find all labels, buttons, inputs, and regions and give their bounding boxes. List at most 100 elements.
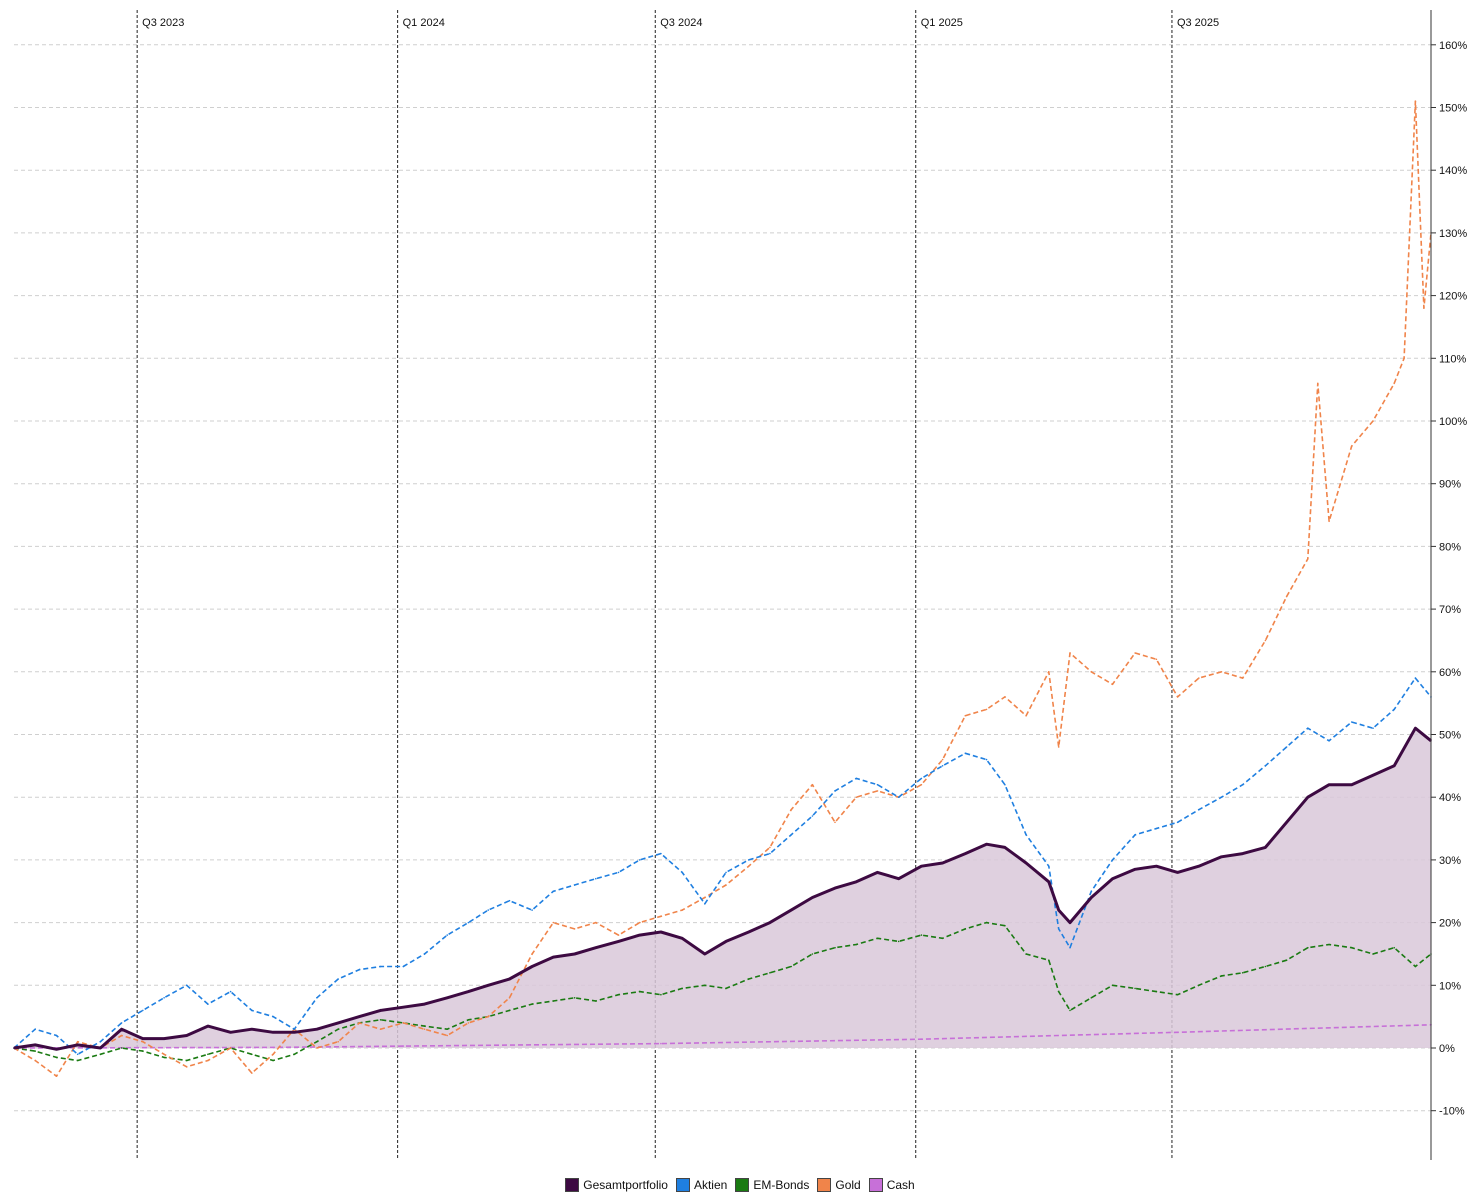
data-point-em-bonds <box>1111 984 1114 987</box>
y-tick-label: 80% <box>1439 541 1461 553</box>
data-point-aktien <box>876 783 879 786</box>
data-point-aktien <box>985 758 988 761</box>
data-point-em-bonds <box>1176 993 1179 996</box>
data-point-aktien <box>207 1003 209 1005</box>
data-point-gesamtportfolio <box>725 940 727 943</box>
data-point-em-bonds <box>1057 990 1060 993</box>
data-point-gold <box>595 921 597 924</box>
data-point-gold <box>1317 382 1319 385</box>
data-point-gold <box>142 1040 144 1043</box>
data-point-gold <box>681 909 683 911</box>
data-point-gesamtportfolio <box>834 887 836 889</box>
data-point-em-bonds <box>1025 953 1027 955</box>
data-point-gesamtportfolio <box>185 1034 188 1037</box>
data-point-em-bonds <box>941 937 944 940</box>
data-point-aktien <box>1328 740 1330 742</box>
data-point-em-bonds <box>1241 972 1244 974</box>
chart-canvas: Q3 2023 Q1 2024 Q3 2024 Q1 2025 Q3 2025 -10%… <box>13 10 1467 1160</box>
data-point-gold <box>1423 307 1425 309</box>
data-point-gesamtportfolio <box>337 1022 340 1024</box>
data-point-gesamtportfolio <box>1350 783 1353 786</box>
data-point-gold <box>573 928 576 930</box>
data-point-aktien <box>1069 946 1071 949</box>
data-point-gesamtportfolio <box>1393 765 1395 767</box>
data-point-em-bonds <box>293 1053 296 1056</box>
data-point-cash <box>402 1045 405 1047</box>
data-point-aktien <box>855 777 858 780</box>
data-point-aktien <box>790 834 792 836</box>
data-point-gesamtportfolio <box>1134 868 1136 871</box>
legend-label: EM-Bonds <box>753 1178 810 1192</box>
data-point-gesamtportfolio <box>769 921 771 924</box>
data-point-em-bonds <box>1393 946 1395 949</box>
data-point-gesamtportfolio <box>1241 852 1244 855</box>
data-point-em-bonds <box>1220 975 1223 977</box>
y-tick-label: 160% <box>1439 40 1467 52</box>
data-point-em-bonds <box>1307 946 1309 949</box>
data-point-gold <box>1264 639 1267 642</box>
data-point-em-bonds <box>1090 997 1093 999</box>
data-point-gold <box>704 896 706 899</box>
data-point-em-bonds <box>769 972 771 974</box>
data-point-gesamtportfolio <box>1057 909 1060 911</box>
series-gold <box>13 100 1432 1077</box>
legend-item-em-bonds[interactable]: EM-Bonds <box>735 1178 809 1192</box>
data-point-aktien <box>1241 783 1244 786</box>
data-point-em-bonds <box>876 937 879 940</box>
data-point-aktien <box>423 953 426 955</box>
data-point-gold <box>1307 558 1309 560</box>
legend-swatch <box>675 1178 690 1192</box>
data-point-gold <box>1057 746 1060 748</box>
data-point-em-bonds <box>552 1000 555 1002</box>
data-point-gold <box>747 865 750 867</box>
data-point-gold <box>941 758 944 761</box>
data-point-aktien <box>358 968 361 971</box>
data-point-gold <box>1414 100 1417 102</box>
data-point-gold <box>1350 445 1353 447</box>
data-point-gesamtportfolio <box>207 1025 209 1027</box>
series-aktien <box>13 677 1432 1056</box>
quarter-label: Q3 2023 <box>142 17 184 29</box>
data-point-gold <box>920 783 923 786</box>
data-point-gold <box>207 1059 209 1062</box>
y-tick-label: 50% <box>1439 730 1461 742</box>
data-point-gesamtportfolio <box>1048 881 1050 883</box>
data-point-aktien <box>1350 721 1353 723</box>
data-point-aktien <box>1307 727 1309 729</box>
data-point-aktien <box>316 997 318 999</box>
legend-item-gold[interactable]: Gold <box>817 1178 861 1192</box>
legend-item-cash[interactable]: Cash <box>868 1178 915 1192</box>
data-point-gesamtportfolio <box>1004 846 1006 849</box>
data-point-gold <box>876 790 879 792</box>
data-point-gold <box>1198 677 1200 679</box>
data-point-gold <box>379 1028 382 1030</box>
data-point-aktien <box>1090 890 1093 893</box>
data-point-em-bonds <box>337 1028 340 1030</box>
data-point-gold <box>1004 696 1006 698</box>
data-point-gesamtportfolio <box>1025 862 1027 864</box>
data-point-gesamtportfolio <box>573 953 576 955</box>
data-point-cash <box>272 1046 274 1049</box>
data-point-aktien <box>1025 834 1027 836</box>
data-point-em-bonds <box>163 1056 165 1059</box>
data-point-gold <box>1069 652 1071 654</box>
legend-item-aktien[interactable]: Aktien <box>675 1178 727 1192</box>
data-point-gesamtportfolio <box>531 965 533 968</box>
data-point-gold <box>1111 683 1114 686</box>
data-point-em-bonds <box>1134 987 1136 990</box>
legend-item-gesamtportfolio[interactable]: Gesamtportfolio <box>565 1178 668 1192</box>
data-point-em-bonds <box>1069 1009 1071 1012</box>
data-point-aktien <box>55 1034 58 1037</box>
data-point-em-bonds <box>704 984 706 987</box>
data-point-em-bonds <box>34 1050 36 1052</box>
data-point-gesamtportfolio <box>704 953 706 955</box>
data-point-em-bonds <box>272 1059 274 1062</box>
data-point-aktien <box>1155 827 1158 830</box>
data-point-gesamtportfolio <box>1307 796 1309 798</box>
data-point-aktien <box>941 765 944 767</box>
data-point-gesamtportfolio <box>402 1006 405 1008</box>
data-point-em-bonds <box>467 1019 470 1021</box>
y-tick-label: 60% <box>1439 667 1461 679</box>
data-point-gold <box>1393 382 1395 385</box>
data-point-gold <box>1134 652 1136 654</box>
